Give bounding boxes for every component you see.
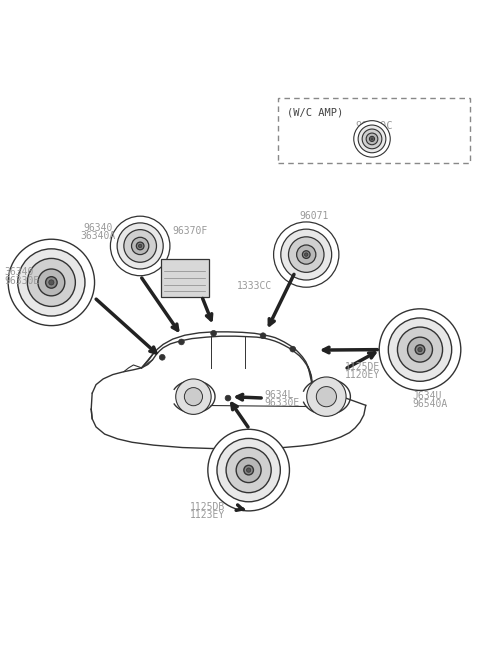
Circle shape	[307, 377, 346, 417]
Circle shape	[418, 348, 422, 351]
Text: (W/C AMP): (W/C AMP)	[287, 108, 343, 118]
Circle shape	[217, 438, 280, 502]
Circle shape	[117, 223, 163, 269]
Circle shape	[281, 229, 332, 280]
Circle shape	[110, 216, 170, 276]
Circle shape	[397, 327, 443, 372]
Text: 36340A: 36340A	[81, 231, 116, 241]
Circle shape	[370, 137, 374, 141]
Circle shape	[388, 318, 452, 381]
Text: 9634L: 9634L	[264, 390, 293, 399]
Text: 1125DB: 1125DB	[190, 502, 225, 512]
Circle shape	[132, 237, 149, 254]
Text: 1120EY: 1120EY	[345, 370, 380, 380]
Circle shape	[358, 125, 386, 153]
Circle shape	[302, 251, 310, 258]
Circle shape	[138, 244, 142, 248]
Text: 96330E: 96330E	[5, 275, 40, 286]
Circle shape	[304, 253, 308, 256]
Circle shape	[362, 129, 382, 148]
Text: 1123EY: 1123EY	[190, 510, 225, 520]
Circle shape	[27, 258, 75, 306]
Circle shape	[408, 337, 432, 362]
Circle shape	[49, 280, 54, 285]
Circle shape	[371, 138, 373, 140]
Circle shape	[38, 269, 65, 296]
Circle shape	[184, 388, 203, 406]
Circle shape	[124, 229, 156, 262]
Circle shape	[274, 222, 339, 287]
Text: J634U: J634U	[413, 391, 442, 401]
Circle shape	[415, 345, 425, 354]
Circle shape	[244, 465, 253, 475]
Circle shape	[260, 333, 266, 338]
Circle shape	[226, 447, 271, 493]
Text: 96330E: 96330E	[264, 398, 299, 408]
Circle shape	[225, 396, 231, 401]
Circle shape	[236, 458, 261, 483]
Text: 96340: 96340	[84, 223, 113, 233]
Text: 96071: 96071	[300, 211, 329, 221]
Circle shape	[159, 354, 165, 360]
Circle shape	[176, 379, 211, 415]
Circle shape	[354, 121, 390, 157]
Circle shape	[316, 386, 336, 407]
Circle shape	[379, 309, 461, 390]
Text: 96540A: 96540A	[413, 399, 448, 409]
FancyBboxPatch shape	[161, 259, 208, 297]
Text: 96370F: 96370F	[172, 226, 207, 236]
Circle shape	[211, 330, 216, 336]
Text: 1125DE: 1125DE	[345, 362, 380, 372]
Text: 96300C: 96300C	[356, 121, 393, 131]
Circle shape	[208, 429, 289, 511]
Circle shape	[288, 237, 324, 273]
Circle shape	[297, 245, 316, 264]
Circle shape	[247, 468, 251, 472]
Circle shape	[136, 242, 144, 250]
Circle shape	[179, 339, 184, 345]
Circle shape	[46, 277, 57, 288]
Text: 36340: 36340	[5, 267, 34, 277]
Text: 1333CC: 1333CC	[237, 281, 272, 291]
Circle shape	[18, 249, 85, 316]
Circle shape	[366, 133, 378, 145]
Circle shape	[290, 346, 296, 352]
Circle shape	[8, 239, 95, 326]
